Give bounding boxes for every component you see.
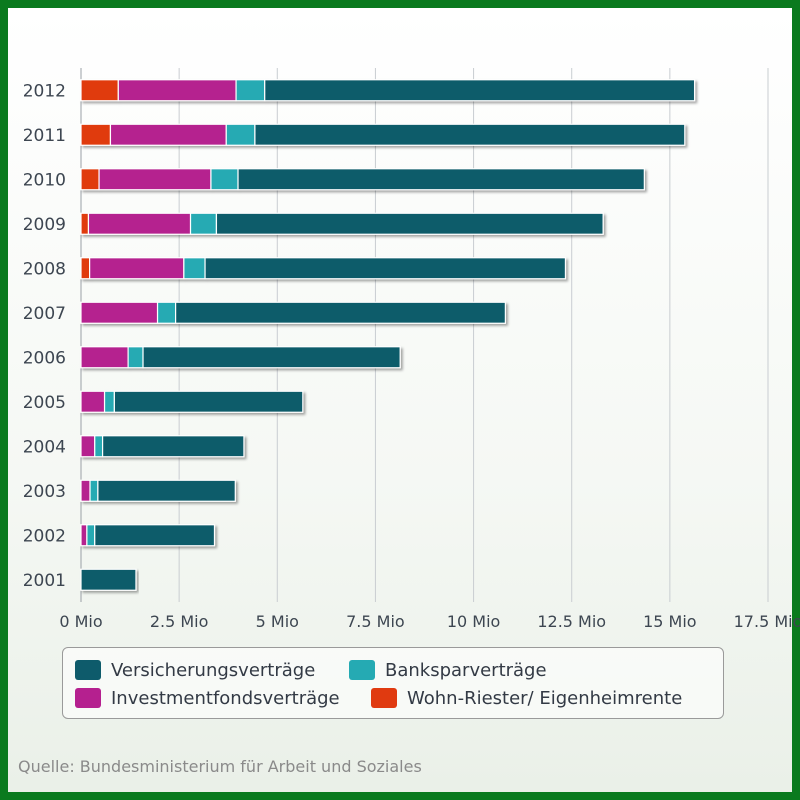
bar-segment[interactable] <box>109 123 227 146</box>
legend-item-banksparen[interactable]: Banksparverträge <box>349 658 547 682</box>
x-tick-label: 2.5 Mio <box>150 612 209 631</box>
bar-segment[interactable] <box>89 479 99 502</box>
source-note: Quelle: Bundesministerium für Arbeit und… <box>18 757 422 776</box>
legend-item-wohn-riester[interactable]: Wohn-Riester/ Eigenheimrente <box>371 686 682 710</box>
bar-segment[interactable] <box>94 435 104 458</box>
bar-stack <box>80 390 304 413</box>
legend-item-investment[interactable]: Investmentfondsverträge <box>75 686 340 710</box>
bar-segment[interactable] <box>127 346 144 369</box>
bar-stack <box>80 346 401 369</box>
bar-stack <box>80 301 506 324</box>
legend-swatch <box>75 688 101 708</box>
bar-segment[interactable] <box>189 212 218 235</box>
bar-segment[interactable] <box>237 168 645 191</box>
bar-segment[interactable] <box>183 257 206 280</box>
bar-segment[interactable] <box>80 479 91 502</box>
legend-label: Banksparverträge <box>385 659 547 681</box>
y-tick-label: 2011 <box>23 126 66 146</box>
y-tick-label: 2007 <box>23 304 66 324</box>
bar-segment[interactable] <box>254 123 686 146</box>
y-tick-label: 2006 <box>23 348 66 368</box>
y-tick-label: 2003 <box>23 482 66 502</box>
bar-segment[interactable] <box>80 346 129 369</box>
y-tick-label: 2010 <box>23 170 66 190</box>
bar-segment[interactable] <box>117 79 237 102</box>
bar-segment[interactable] <box>225 123 256 146</box>
bar-stack <box>80 257 567 280</box>
bar-segment[interactable] <box>156 301 177 324</box>
x-axis-labels: 0 Mio 2.5 Mio 5 Mio 7.5 Mio 10 Mio 12.5 Mio 15… <box>59 612 800 631</box>
bar-segment[interactable] <box>142 346 401 369</box>
grid-lines <box>80 68 769 602</box>
bar-segment[interactable] <box>80 79 119 102</box>
bar-segment[interactable] <box>80 390 106 413</box>
bar-segment[interactable] <box>80 212 90 235</box>
bar-segment[interactable] <box>210 168 239 191</box>
bar-stack <box>80 79 696 102</box>
legend-swatch <box>349 660 375 680</box>
bar-segment[interactable] <box>175 301 506 324</box>
bar-segment[interactable] <box>80 168 100 191</box>
bar-segment[interactable] <box>80 257 91 280</box>
x-tick-label: 10 Mio <box>447 612 500 631</box>
bar-stack <box>80 524 216 547</box>
x-tick-label: 7.5 Mio <box>346 612 405 631</box>
bar-segment[interactable] <box>215 212 604 235</box>
bar-segment[interactable] <box>98 168 212 191</box>
x-tick-label: 12.5 Mio <box>537 612 606 631</box>
legend-label: Wohn-Riester/ Eigenheimrente <box>407 687 683 709</box>
bar-segment[interactable] <box>101 435 245 458</box>
bar-segment[interactable] <box>80 524 88 547</box>
bar-segment[interactable] <box>80 568 137 591</box>
y-tick-label: 2002 <box>23 526 66 546</box>
bar-segment[interactable] <box>94 524 216 547</box>
legend: Versicherungsverträge Banksparverträge I… <box>62 647 724 719</box>
legend-label: Versicherungsverträge <box>111 659 316 681</box>
bar-segment[interactable] <box>80 123 112 146</box>
bars <box>80 79 696 591</box>
bar-segment[interactable] <box>97 479 236 502</box>
bar-stack <box>80 435 245 458</box>
legend-swatch <box>371 688 397 708</box>
y-tick-label: 2012 <box>23 81 66 101</box>
legend-item-versicherung[interactable]: Versicherungsverträge <box>75 658 315 682</box>
bar-segment[interactable] <box>87 212 192 235</box>
y-tick-label: 2005 <box>23 393 66 413</box>
bar-segment[interactable] <box>86 524 96 547</box>
bar-stack <box>80 123 686 146</box>
bar-segment[interactable] <box>103 390 115 413</box>
bar-stack <box>80 568 137 591</box>
legend-label: Investmentfondsverträge <box>111 687 340 709</box>
bar-segment[interactable] <box>89 257 185 280</box>
bar-stack <box>80 212 604 235</box>
x-tick-label: 0 Mio <box>59 612 102 631</box>
bar-stack <box>80 479 236 502</box>
bar-segment[interactable] <box>80 301 159 324</box>
x-tick-label: 5 Mio <box>256 612 299 631</box>
legend-swatch <box>75 660 101 680</box>
bar-stack <box>80 168 645 191</box>
y-tick-label: 2004 <box>23 437 66 457</box>
bar-segment[interactable] <box>204 257 567 280</box>
x-tick-label: 15 Mio <box>643 612 696 631</box>
bar-segment[interactable] <box>264 79 696 102</box>
y-axis-labels: 2012 2011 2010 2009 2008 2007 2006 2005 2004 2003… <box>23 81 66 591</box>
bar-segment[interactable] <box>80 435 96 458</box>
y-tick-label: 2001 <box>23 571 66 591</box>
x-tick-label: 17.5 Mio <box>734 612 800 631</box>
bar-segment[interactable] <box>113 390 304 413</box>
y-tick-label: 2009 <box>23 215 66 235</box>
bar-segment[interactable] <box>235 79 266 102</box>
y-tick-label: 2008 <box>23 259 66 279</box>
